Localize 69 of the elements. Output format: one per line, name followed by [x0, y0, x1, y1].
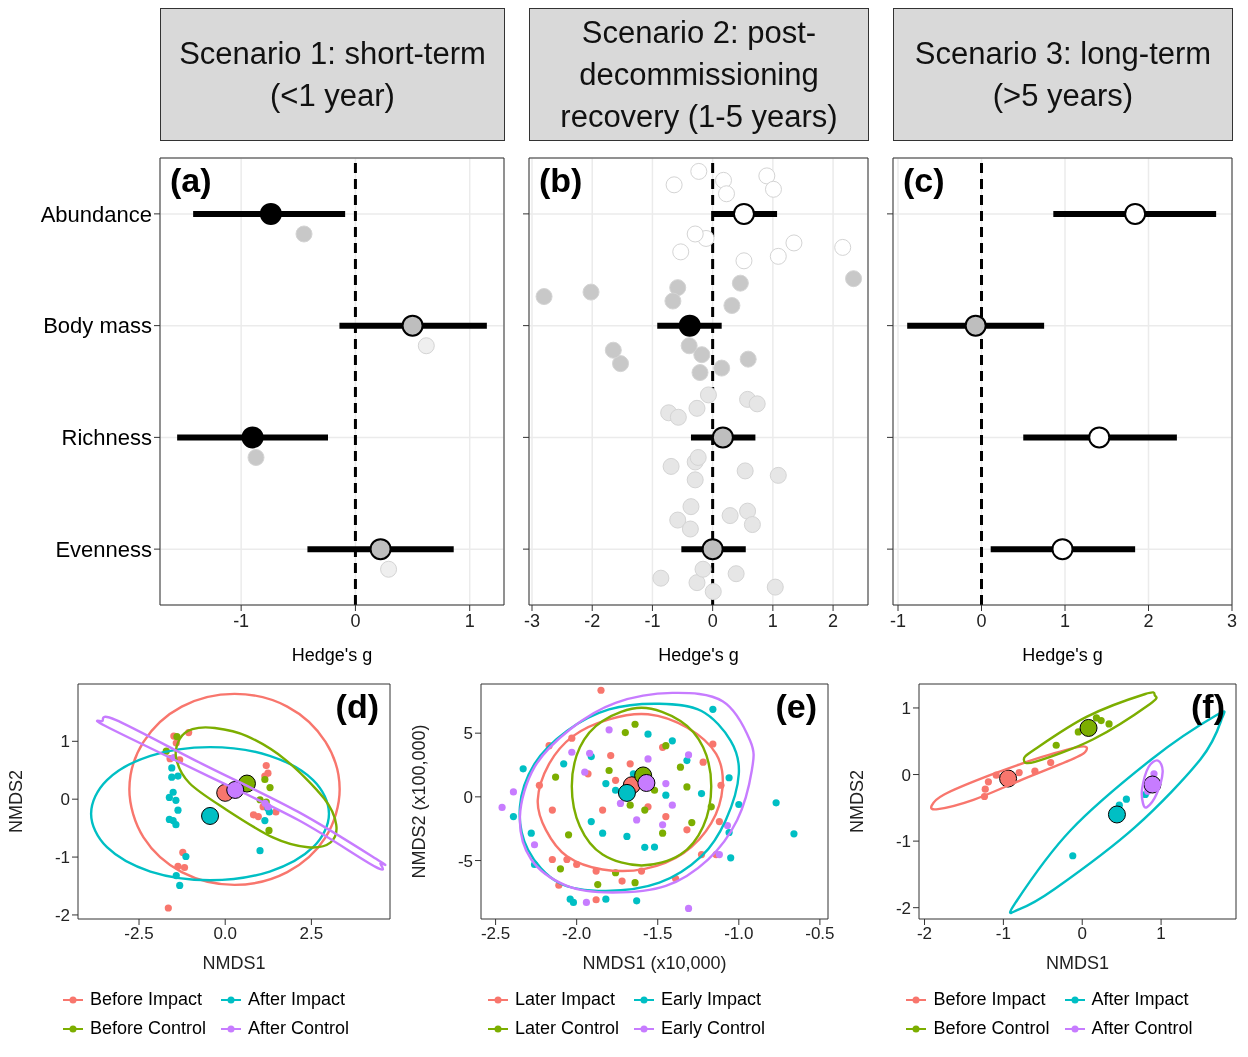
x-tick-label: 2.5	[299, 924, 324, 944]
x-tick-label: -1.0	[724, 924, 754, 944]
x-axis-title: Hedge's g	[291, 645, 373, 665]
legend-label: After Impact	[248, 989, 346, 1010]
x-tick-label: 1	[1060, 611, 1071, 631]
y-tick-label: 1	[60, 732, 70, 752]
x-tick-label: 3	[1226, 611, 1238, 631]
x-tick-label: -0.5	[805, 924, 835, 944]
x-tick-label: 0	[350, 611, 361, 631]
legend-label: Early Impact	[661, 989, 762, 1010]
legend-label: Before Impact	[933, 989, 1046, 1010]
y-tick-label: 1	[901, 699, 911, 718]
legend-label: Before Control	[89, 1018, 206, 1039]
y-tick-label: -2	[895, 898, 911, 918]
x-tick-label: -2.5	[124, 924, 154, 944]
y-tick-label: 0	[901, 765, 911, 785]
y-axis-title: NMDS2	[6, 769, 27, 834]
chart-title: Scenario 1: short-term (<1 year)	[160, 8, 505, 141]
x-tick-label: 0	[1077, 924, 1087, 944]
x-tick-label: 1	[767, 611, 778, 631]
y-tick-label: -1	[895, 832, 911, 852]
x-axis-title: NMDS1	[202, 953, 266, 973]
y-tick-label: 5	[463, 724, 473, 744]
legend-label: After Control	[1091, 1018, 1193, 1039]
legend-label: Before Control	[933, 1018, 1050, 1039]
x-tick-label: 2	[1143, 611, 1154, 631]
y-tick-label: -5	[457, 851, 473, 871]
y-tick-label: 0	[463, 787, 473, 807]
x-tick-label: 2	[828, 611, 839, 631]
y-axis-title: NMDS2	[847, 769, 868, 834]
y-tick-label: 0	[60, 790, 70, 810]
x-tick-label: 0	[976, 611, 987, 631]
annotation: (c)	[903, 161, 945, 200]
x-tick-label: -2.5	[480, 924, 511, 944]
chart-title: Scenario 2: post-decommissioning recovery (1-5 years)	[529, 8, 869, 141]
y-tick-label: Abundance	[40, 201, 152, 227]
annotation: (e)	[775, 687, 817, 726]
x-tick-label: 0.0	[213, 924, 238, 944]
y-tick-label: -2	[54, 905, 70, 925]
legend-label: Later Impact	[514, 989, 615, 1010]
annotation: (a)	[170, 161, 212, 200]
x-tick-label: -3	[524, 611, 541, 631]
x-tick-label: -1	[233, 611, 250, 631]
y-tick-label: Evenness	[55, 536, 152, 562]
legend-label: After Control	[248, 1018, 350, 1039]
x-axis-title: NMDS1 (x10,000)	[582, 953, 727, 973]
x-tick-label: -1	[644, 611, 661, 631]
y-axis-title: NMDS2 (x100,000)	[409, 724, 430, 879]
x-axis-title: Hedge's g	[1022, 645, 1103, 665]
x-tick-label: -1	[995, 924, 1011, 944]
y-tick-label: Body mass	[43, 313, 152, 339]
x-axis-title: Hedge's g	[658, 645, 739, 665]
x-tick-label: 0	[707, 611, 718, 631]
annotation: (f)	[1191, 687, 1225, 726]
legend-label: Early Control	[661, 1018, 766, 1039]
x-tick-label: -2.0	[562, 924, 592, 944]
x-tick-label: -2	[584, 611, 601, 631]
x-axis-title: NMDS1	[1045, 953, 1110, 973]
x-tick-label: 1	[1156, 924, 1166, 944]
legend-label: After Impact	[1091, 989, 1189, 1010]
legend-label: Later Control	[514, 1018, 619, 1039]
legend-label: Before Impact	[89, 989, 202, 1010]
x-tick-label: -1.5	[643, 924, 673, 944]
chart-title: Scenario 3: long-term (>5 years)	[893, 8, 1233, 141]
annotation: (d)	[335, 687, 379, 726]
annotation: (b)	[539, 161, 583, 200]
y-tick-label: Richness	[61, 425, 152, 451]
y-tick-label: -1	[54, 848, 70, 868]
x-tick-label: -2	[916, 924, 933, 944]
